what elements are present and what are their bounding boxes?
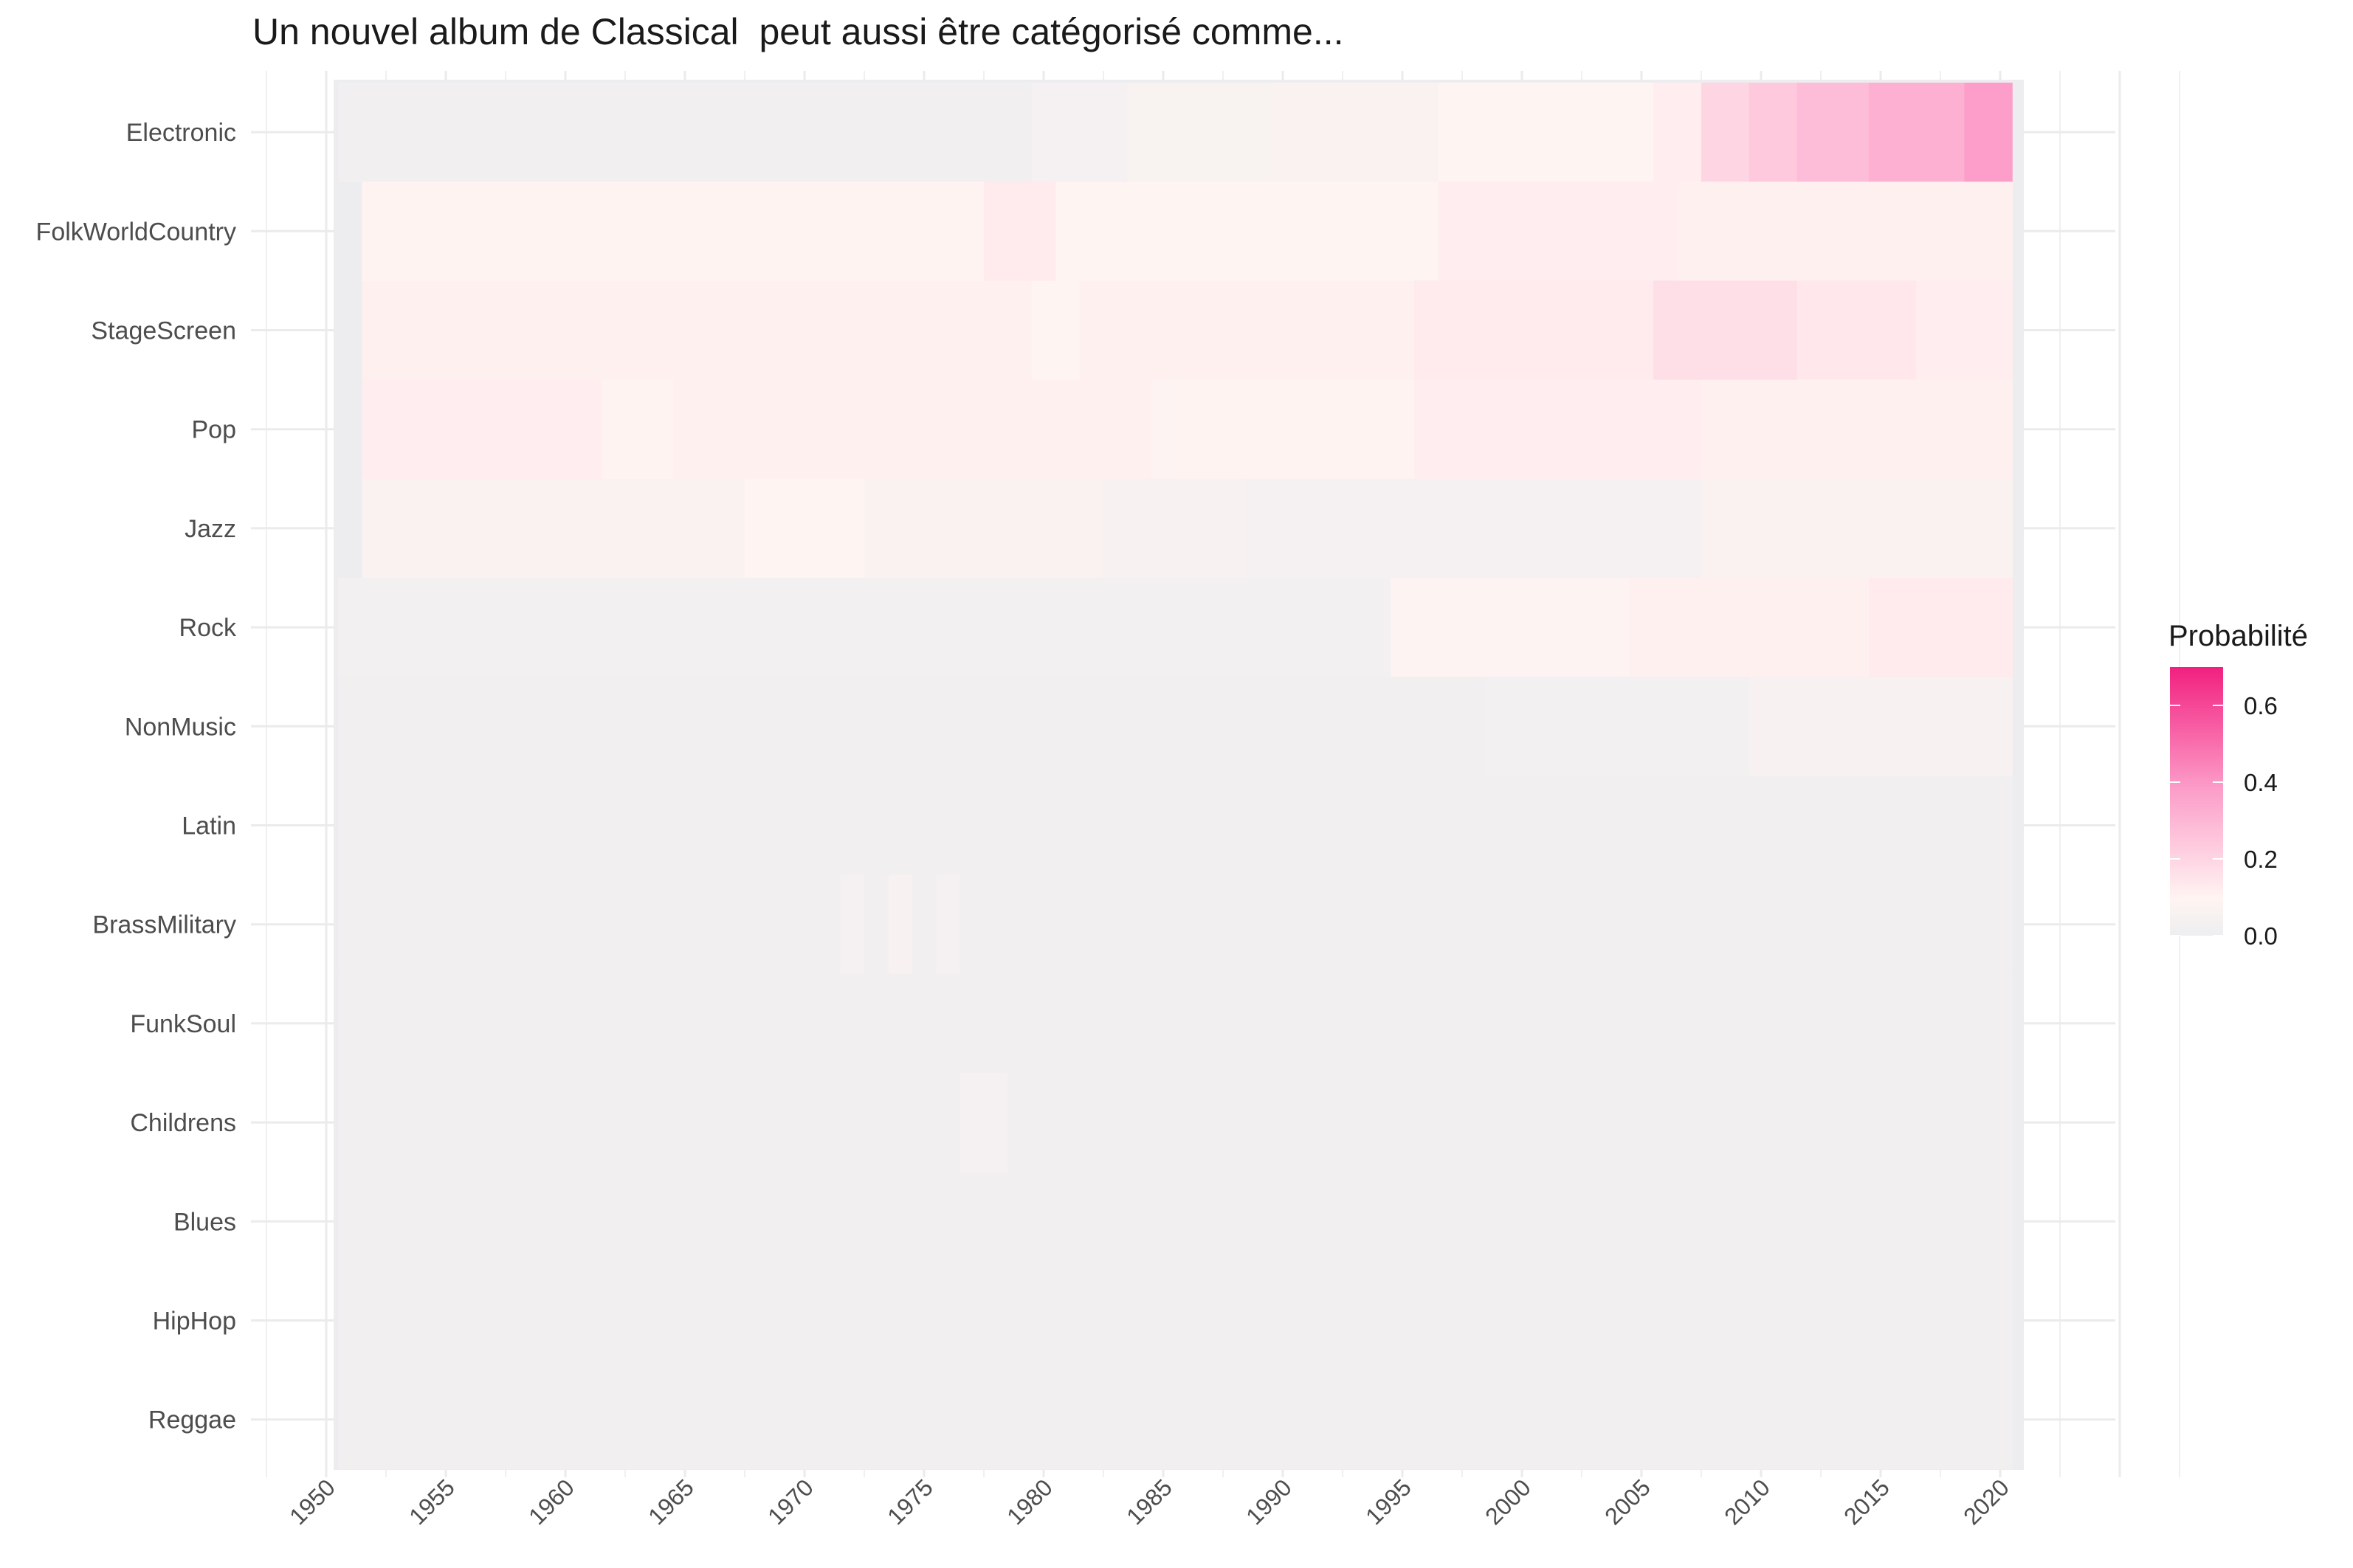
heatmap-cell (1175, 379, 1415, 480)
x-tick-label: 1955 (404, 1474, 460, 1530)
y-tick-label: Pop (192, 416, 237, 444)
heatmap-cell (1916, 280, 2013, 381)
heatmap-cell (1653, 83, 1702, 182)
x-tick-label: 1995 (1360, 1474, 1416, 1530)
heatmap-cell (338, 677, 1487, 776)
heatmap-cell (936, 874, 961, 975)
y-axis-labels: Electronic FolkWorldCountry StageScreen Pop… (36, 119, 237, 1434)
heatmap-cell (960, 874, 2013, 975)
heatmap-cell (362, 478, 745, 578)
heatmap-cell (864, 874, 889, 975)
heatmap-cell (1438, 83, 1654, 182)
x-tick-label: 1990 (1241, 1474, 1297, 1530)
heatmap-cell (1247, 478, 1702, 578)
x-tick-label: 1975 (882, 1474, 938, 1530)
y-tick-label: Reggae (148, 1406, 236, 1434)
heatmap-cell (362, 182, 985, 281)
heatmap-cell (1653, 280, 1798, 381)
y-tick-label: Latin (182, 812, 236, 840)
heatmap-cell (1031, 83, 1128, 182)
heatmap-cell (1270, 83, 1439, 182)
legend-colorbar (2170, 667, 2223, 936)
heatmap-cell (338, 874, 841, 975)
heatmap-cell (1007, 1073, 2013, 1172)
heatmap-cell (338, 1073, 961, 1172)
heatmap-cell (1414, 379, 1702, 480)
y-tick-label: Blues (173, 1208, 236, 1236)
legend-tick-label: 0.2 (2244, 846, 2278, 873)
heatmap-cell (864, 478, 1104, 578)
heatmap-cell (338, 578, 1391, 677)
heatmap-cell (1749, 677, 2013, 776)
y-tick-label: BrassMilitary (92, 911, 236, 939)
y-tick-label: StageScreen (91, 317, 236, 345)
heatmap-cell (1055, 182, 1439, 281)
heatmap-cell (1629, 578, 1870, 677)
x-tick-label: 2010 (1719, 1474, 1775, 1530)
heatmap-cell (1701, 478, 2013, 578)
heatmap-cell (1103, 478, 1247, 578)
heatmap-cell (338, 1271, 2013, 1371)
heatmap-cell (1796, 83, 1870, 182)
heatmap-cell (601, 379, 674, 480)
heatmap-cell (912, 874, 937, 975)
legend-title: Probabilité (2168, 620, 2308, 652)
heatmap-cell (1079, 280, 1415, 381)
heatmap-cell (338, 776, 2013, 876)
heatmap-cell (338, 1172, 2013, 1271)
heatmap-cell (1486, 677, 1750, 776)
chart-title: Un nouvel album de Classical peut aussi … (252, 11, 1344, 52)
legend-tick-label: 0.0 (2244, 922, 2278, 950)
heatmap-cell (1964, 83, 2013, 182)
x-tick-label: 1950 (284, 1474, 340, 1530)
heatmap-cell (1438, 182, 1678, 281)
x-tick-label: 1970 (762, 1474, 819, 1530)
legend: Probabilité 0.0 0.2 0.4 0.6 (2168, 620, 2308, 950)
heatmap-cell (338, 1370, 2013, 1470)
heatmap-cell (1749, 83, 1798, 182)
x-tick-label: 1980 (1002, 1474, 1058, 1530)
x-tick-label: 2005 (1599, 1474, 1656, 1530)
heatmap-cell (745, 478, 865, 578)
heatmap-cell (984, 182, 1056, 281)
heatmap-cell (1677, 182, 2013, 281)
x-tick-label: 2000 (1480, 1474, 1536, 1530)
y-tick-label: FunkSoul (130, 1010, 236, 1038)
y-tick-label: Childrens (130, 1109, 236, 1137)
x-tick-label: 1985 (1121, 1474, 1177, 1530)
legend-tick-label: 0.6 (2244, 692, 2278, 719)
heatmap-cell (888, 874, 913, 975)
heatmap-cells (338, 83, 2013, 1470)
heatmap-cell (1390, 578, 1630, 677)
heatmap-cell (1796, 280, 1918, 381)
y-tick-label: FolkWorldCountry (36, 218, 236, 246)
heatmap-cell (1127, 83, 1272, 182)
x-axis-labels: 1950 1955 1960 1965 1970 1975 1980 1985 1990 1995… (284, 1474, 2014, 1530)
y-tick-label: Electronic (126, 119, 236, 147)
heatmap-cell (1031, 280, 1081, 381)
heatmap-cell (362, 379, 602, 480)
heatmap-cell (672, 379, 1152, 480)
heatmap-cell (338, 83, 1033, 182)
heatmap-cell (338, 973, 2013, 1074)
heatmap-cell (1414, 280, 1654, 381)
heatmap-cell (1701, 379, 2013, 480)
heatmap-cell (960, 1073, 1008, 1172)
y-tick-label: Jazz (185, 515, 236, 543)
legend-tick-label: 0.4 (2244, 769, 2278, 796)
heatmap-cell (362, 280, 1033, 381)
x-tick-label: 2020 (1958, 1474, 2014, 1530)
y-tick-label: HipHop (153, 1308, 236, 1336)
heatmap-cell (1868, 83, 1965, 182)
heatmap-cell (1151, 379, 1176, 480)
heatmap-cell (840, 874, 865, 975)
y-tick-label: NonMusic (125, 713, 236, 741)
x-tick-label: 2015 (1839, 1474, 1895, 1530)
x-tick-label: 1965 (643, 1474, 699, 1530)
heatmap-cell (1868, 578, 2013, 677)
x-tick-label: 1960 (523, 1474, 579, 1530)
heatmap-cell (1701, 83, 1750, 182)
y-tick-label: Rock (179, 614, 237, 642)
